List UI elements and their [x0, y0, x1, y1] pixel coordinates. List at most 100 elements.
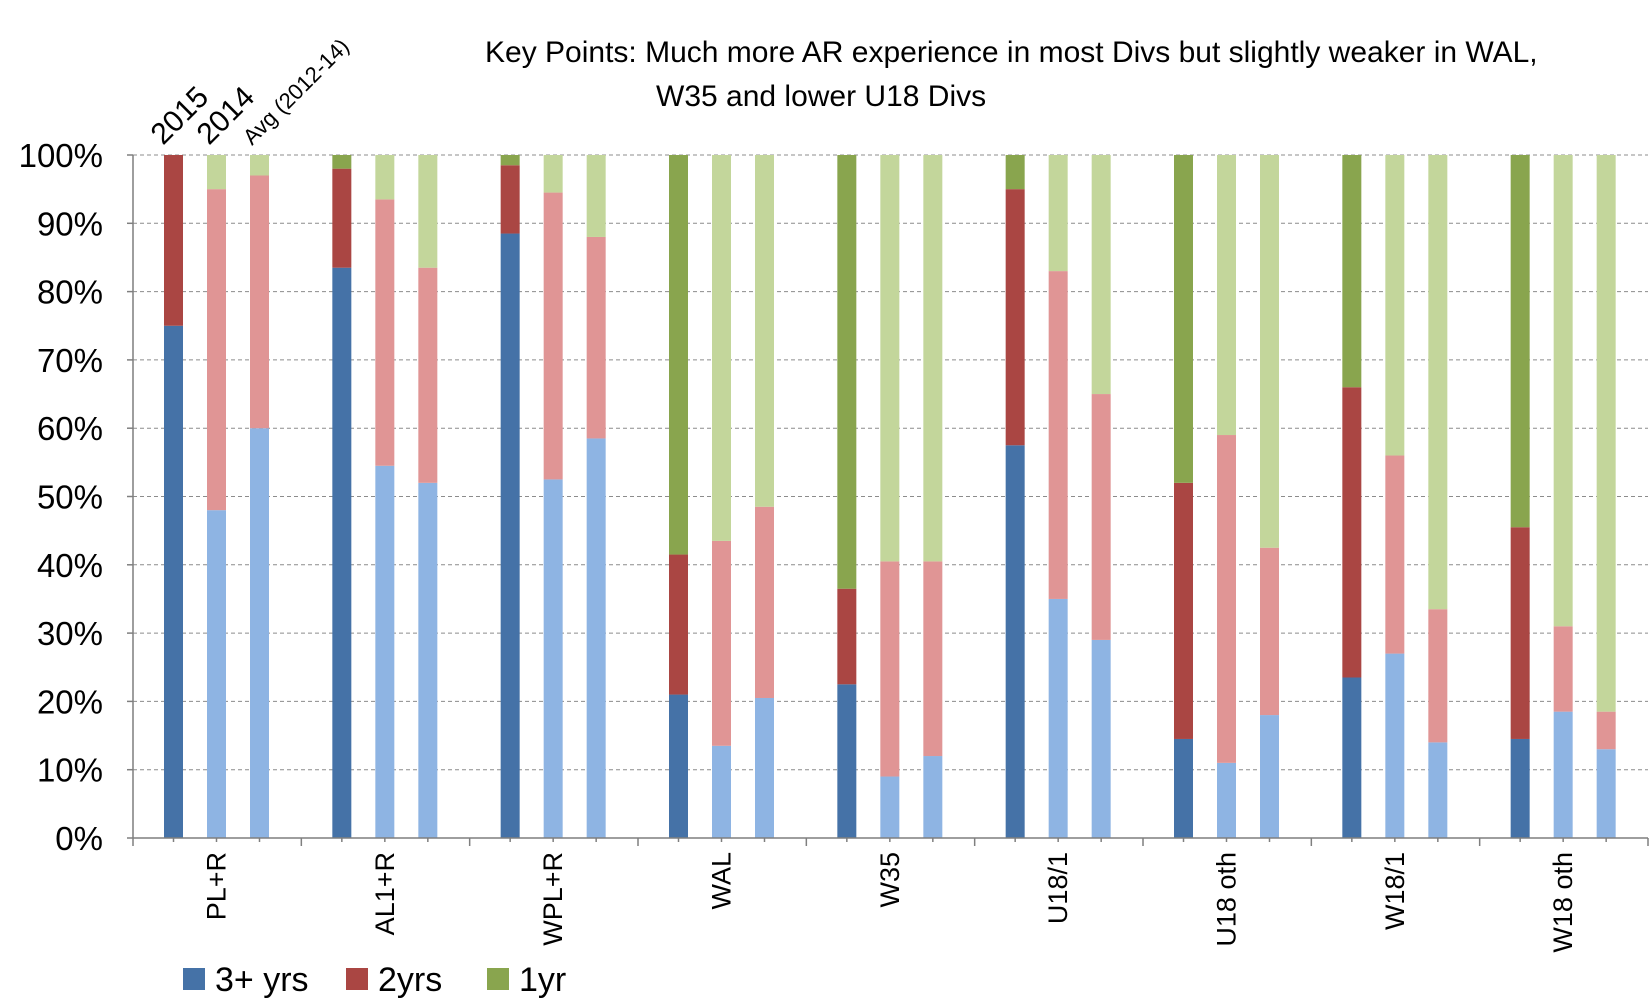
- bar-u18-oth-2-1yr: [1260, 155, 1279, 548]
- legend-label: 2yrs: [378, 961, 442, 999]
- bar-w18-1-1-1yr: [1385, 155, 1405, 456]
- x-axis-tick-labels: PL+R AL1+R WPL+R WAL W35 U18/1 U18 oth W18/1 W18…: [202, 852, 1579, 953]
- x-tick-label: W35: [875, 852, 905, 908]
- bar-wpl-r-1-1yr: [543, 155, 563, 193]
- bar-wpl-r-0-2yrs: [500, 165, 520, 234]
- bar-wpl-r-1-3-yrs: [543, 479, 563, 838]
- y-tick-label: 40%: [37, 547, 103, 584]
- x-tick-label: W18 oth: [1548, 852, 1578, 953]
- bar-w18-oth-2-2yrs: [1596, 711, 1616, 750]
- bar-u18-oth-1-1yr: [1217, 155, 1236, 436]
- bar-pl-r-0-3-yrs: [164, 325, 183, 838]
- bar-w18-oth-0-2yrs: [1510, 527, 1530, 739]
- period-labels: 2015 2014 Avg (2012-14): [145, 34, 354, 151]
- legend: 3+ yrs 2yrs 1yr: [183, 961, 566, 999]
- bar-w18-oth-1-3-yrs: [1553, 711, 1573, 838]
- bar-w18-oth-2-3-yrs: [1596, 749, 1616, 838]
- bar-al1-r-0-2yrs: [332, 168, 352, 268]
- y-tick-label: 70%: [37, 342, 103, 379]
- bar-wpl-r-2-1yr: [586, 155, 606, 237]
- bar-al1-r-2-1yr: [418, 155, 438, 268]
- bar-u18-1-1-1yr: [1048, 155, 1068, 272]
- bar-wal-2-1yr: [755, 155, 774, 507]
- bar-w35-0-3-yrs: [837, 684, 857, 838]
- bar-pl-r-2-2yrs: [250, 175, 269, 429]
- bar-pl-r-0-2yrs: [164, 155, 183, 326]
- x-tick-label: WPL+R: [538, 852, 568, 946]
- x-tick-label: W18/1: [1380, 852, 1410, 930]
- bar-u18-1-0-3-yrs: [1005, 445, 1025, 838]
- y-axis-tick-labels: 0% 10% 20% 30% 40% 50% 60% 70% 80% 90% 100%: [19, 137, 103, 857]
- bar-wal-2-3-yrs: [755, 697, 774, 838]
- bar-w35-1-2yrs: [880, 561, 900, 777]
- bar-w18-oth-0-3-yrs: [1510, 738, 1530, 838]
- bar-u18-1-1-3-yrs: [1048, 598, 1068, 838]
- bar-w18-1-2-2yrs: [1428, 609, 1448, 743]
- bar-pl-r-2-1yr: [250, 155, 269, 176]
- bar-u18-1-1-2yrs: [1048, 271, 1068, 599]
- bar-w18-oth-2-1yr: [1596, 155, 1616, 712]
- bar-u18-oth-0-1yr: [1174, 155, 1193, 483]
- bar-pl-r-2-3-yrs: [250, 428, 269, 838]
- bar-al1-r-0-1yr: [332, 155, 352, 169]
- bar-w18-1-2-1yr: [1428, 155, 1448, 610]
- legend-swatch: [487, 968, 509, 990]
- bar-u18-1-0-2yrs: [1005, 189, 1025, 446]
- bar-u18-oth-2-3-yrs: [1260, 715, 1279, 838]
- y-tick-label: 30%: [37, 615, 103, 652]
- legend-label: 3+ yrs: [215, 961, 309, 999]
- bar-u18-1-2-1yr: [1091, 155, 1111, 395]
- period-label-avg: Avg (2012-14): [238, 34, 354, 150]
- legend-label: 1yr: [519, 961, 566, 999]
- legend-swatch: [346, 968, 368, 990]
- bar-u18-oth-2-2yrs: [1260, 547, 1279, 716]
- bar-pl-r-1-2yrs: [207, 189, 226, 511]
- bar-w35-2-1yr: [923, 155, 943, 562]
- bar-al1-r-1-1yr: [375, 155, 395, 200]
- bar-wpl-r-0-1yr: [500, 155, 520, 166]
- bar-w18-oth-1-1yr: [1553, 155, 1573, 627]
- x-tick-label: U18 oth: [1212, 852, 1242, 947]
- bar-wal-1-3-yrs: [712, 745, 731, 838]
- bar-al1-r-1-2yrs: [375, 199, 395, 466]
- bar-w18-1-1-3-yrs: [1385, 653, 1405, 838]
- x-tick-label: PL+R: [202, 852, 232, 920]
- y-tick-label: 100%: [19, 137, 103, 174]
- y-tick-label: 80%: [37, 274, 103, 311]
- bar-w35-0-1yr: [837, 155, 857, 589]
- y-tick-label: 60%: [37, 410, 103, 447]
- bar-al1-r-2-3-yrs: [418, 482, 438, 838]
- bar-w35-0-2yrs: [837, 588, 857, 685]
- y-tick-label: 10%: [37, 752, 103, 789]
- bar-wpl-r-2-2yrs: [586, 236, 606, 439]
- bar-u18-1-0-1yr: [1005, 155, 1025, 190]
- bar-u18-oth-0-2yrs: [1174, 482, 1193, 739]
- y-tick-label: 90%: [37, 205, 103, 242]
- bar-w18-oth-0-1yr: [1510, 155, 1530, 528]
- x-tick-label: WAL: [707, 852, 737, 910]
- x-tick-label: U18/1: [1043, 852, 1073, 924]
- bar-w18-1-1-2yrs: [1385, 455, 1405, 654]
- legend-swatch: [183, 968, 205, 990]
- bar-al1-r-2-2yrs: [418, 267, 438, 483]
- y-tick-label: 0%: [55, 820, 103, 857]
- legend-item-3-yrs: 3+ yrs: [183, 961, 309, 999]
- bar-wpl-r-2-3-yrs: [586, 438, 606, 838]
- bar-u18-oth-1-3-yrs: [1217, 762, 1236, 838]
- bar-pl-r-1-3-yrs: [207, 510, 226, 838]
- bar-wpl-r-0-3-yrs: [500, 233, 520, 839]
- bar-w35-1-3-yrs: [880, 776, 900, 838]
- axes: [127, 154, 1649, 846]
- bar-wal-0-1yr: [669, 155, 688, 555]
- legend-item-2yrs: 2yrs: [346, 961, 442, 999]
- chart-title-line-2: W35 and lower U18 Divs: [656, 80, 986, 113]
- y-tick-label: 50%: [37, 479, 103, 516]
- bar-wal-1-1yr: [712, 155, 731, 541]
- legend-item-1yr: 1yr: [487, 961, 566, 999]
- bar-w18-1-0-3-yrs: [1342, 677, 1362, 838]
- bar-w35-2-2yrs: [923, 561, 943, 757]
- chart-title-line-1: Key Points: Much more AR experience in m…: [485, 36, 1538, 69]
- bar-u18-oth-1-2yrs: [1217, 435, 1236, 763]
- bar-wpl-r-1-2yrs: [543, 192, 563, 480]
